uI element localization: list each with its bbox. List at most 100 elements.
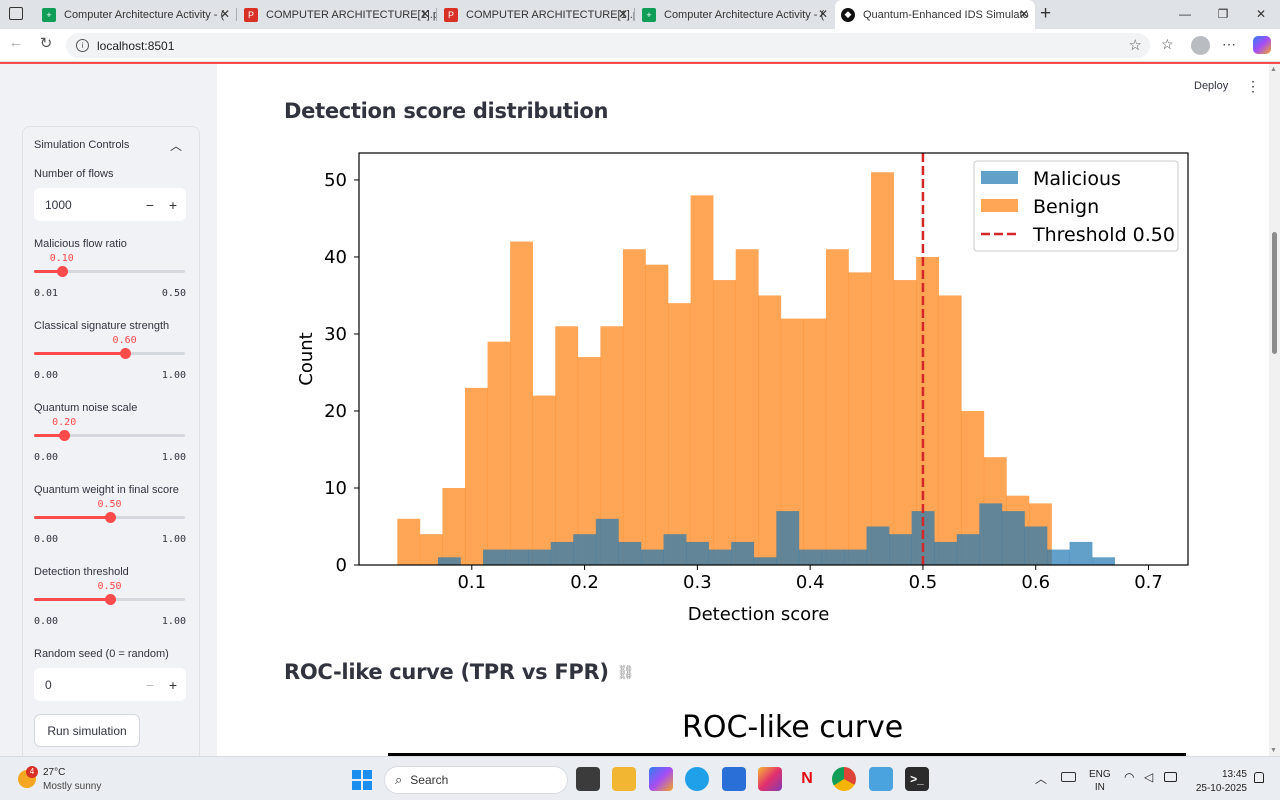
show-hidden-icons[interactable]: ︿ (1035, 772, 1048, 786)
close-window-icon[interactable]: ✕ (1255, 7, 1267, 21)
language-indicator[interactable]: ENG IN (1089, 768, 1111, 794)
tab-sheets-2[interactable]: + Computer Architecture Activity - ( ✕ (636, 0, 834, 29)
benign-bar (871, 172, 894, 566)
browser-tab-bar: + Computer Architecture Activity - ( ✕ P… (0, 0, 1280, 29)
tab-actions-icon[interactable] (9, 7, 23, 20)
favorites-icon[interactable]: ☆ (1161, 36, 1174, 52)
close-tab-icon[interactable]: ✕ (219, 7, 230, 21)
slider-thumb[interactable] (59, 430, 71, 441)
seed-input[interactable]: 0 − + (34, 668, 186, 701)
slider-thumb[interactable] (56, 266, 68, 277)
x-tick-label: 0.4 (796, 572, 825, 593)
run-simulation-button[interactable]: Run simulation (34, 714, 140, 747)
num-flows-input[interactable]: 1000 − + (34, 188, 186, 221)
controls-header-label: Simulation Controls (34, 139, 130, 151)
x-tick-label: 0.5 (909, 572, 938, 593)
page-scrollbar[interactable]: ▲ ▼ (1269, 64, 1280, 756)
y-tick-label: 30 (324, 324, 347, 345)
weather-badge: 4 (26, 766, 38, 778)
taskbar-search[interactable]: ⌕ Search (384, 766, 568, 794)
profile-avatar[interactable] (1191, 36, 1210, 55)
legend-swatch (981, 171, 1018, 184)
tab-pdf-2[interactable]: P COMPUTER ARCHITECTURE[1].pdf ✕ (438, 0, 634, 29)
streamlit-icon: ◆ (841, 7, 855, 22)
task-view-icon[interactable] (576, 767, 600, 791)
clock[interactable]: 13:45 25-10-2025 (1191, 768, 1247, 796)
minimize-icon[interactable]: — (1179, 7, 1191, 21)
tab-streamlit-active[interactable]: ◆ Quantum-Enhanced IDS Simulato ✕ (835, 0, 1035, 29)
keyboard-icon[interactable] (1061, 772, 1076, 782)
plot-frame (358, 152, 1189, 566)
url-field[interactable]: i localhost:8501 ☆ (66, 33, 1150, 58)
slider-thumb[interactable] (104, 594, 116, 605)
signature-strength-slider[interactable]: 0.60 (34, 333, 186, 363)
close-tab-icon[interactable]: ✕ (617, 7, 628, 21)
slider-thumb[interactable] (119, 348, 131, 359)
new-tab-icon[interactable]: + (1040, 3, 1052, 24)
benign-bar (668, 303, 691, 565)
close-tab-icon[interactable]: ✕ (419, 7, 430, 21)
favorite-star-icon[interactable]: ☆ (1128, 37, 1142, 54)
slider-value: 0.50 (97, 499, 122, 510)
chrome-icon[interactable] (832, 767, 856, 791)
decrement-button[interactable]: − (145, 676, 155, 693)
back-icon[interactable]: ← (8, 34, 24, 51)
legend-label: Threshold 0.50 (1032, 224, 1175, 246)
decrement-button[interactable]: − (145, 196, 155, 213)
file-explorer-icon[interactable] (612, 767, 636, 791)
anchor-link-icon[interactable]: ⛓ (616, 663, 635, 680)
netflix-icon[interactable]: N (801, 770, 813, 787)
malicious-ratio-slider[interactable]: 0.10 (34, 251, 186, 281)
slider-track[interactable] (34, 270, 185, 273)
site-info-icon[interactable]: i (76, 39, 89, 52)
slider-value: 0.20 (52, 417, 77, 428)
slider-fill (34, 434, 65, 437)
notification-bell-icon[interactable] (1254, 772, 1264, 783)
increment-button[interactable]: + (168, 196, 178, 213)
legend-swatch (981, 199, 1018, 212)
quantum-noise-slider[interactable]: 0.20 (34, 415, 186, 445)
histogram-section-title: Detection score distribution (284, 99, 609, 123)
region-code: IN (1094, 782, 1105, 793)
slider-thumb[interactable] (104, 512, 116, 523)
close-tab-icon[interactable]: ✕ (1018, 7, 1029, 21)
close-tab-icon[interactable]: ✕ (817, 7, 828, 21)
controls-header[interactable]: Simulation Controls ︿ (34, 139, 186, 153)
malicious-bar (528, 549, 552, 565)
signature-strength-range: 0.00 1.00 (34, 370, 186, 381)
benign-bar (645, 264, 669, 565)
wifi-icon[interactable]: ◠ (1124, 770, 1135, 784)
num-flows-value[interactable]: 1000 (45, 197, 72, 212)
y-tick-label: 50 (324, 170, 347, 191)
copilot-icon[interactable] (1253, 36, 1271, 54)
seed-value[interactable]: 0 (45, 677, 52, 692)
store-icon[interactable] (722, 767, 746, 791)
tab-sheets-1[interactable]: + Computer Architecture Activity - ( ✕ (36, 0, 236, 29)
benign-bar (713, 280, 737, 565)
deploy-button[interactable]: Deploy (1194, 80, 1229, 92)
notepad-icon[interactable] (869, 767, 893, 791)
benign-bar (465, 387, 488, 565)
y-axis-label: Count (296, 332, 317, 385)
sidebar (0, 64, 217, 766)
reload-icon[interactable]: ↻ (39, 35, 53, 52)
chevron-up-icon[interactable]: ︿ (169, 139, 182, 153)
more-menu-icon[interactable]: ⋯ (1222, 36, 1236, 52)
quantum-weight-slider[interactable]: 0.50 (34, 497, 186, 527)
terminal-icon[interactable]: >_ (905, 767, 929, 791)
copilot-taskbar-icon[interactable] (649, 767, 673, 791)
app-menu-icon[interactable]: ⋮ (1246, 78, 1260, 94)
slider-track[interactable] (34, 434, 185, 437)
weather-widget[interactable]: 4 27°C Mostly sunny (16, 766, 126, 794)
edge-icon[interactable] (685, 767, 709, 791)
scrollbar-thumb[interactable] (1272, 232, 1277, 354)
detection-threshold-range: 0.00 1.00 (34, 616, 186, 627)
volume-icon[interactable]: ◁ (1144, 770, 1154, 784)
tab-pdf-1[interactable]: P COMPUTER ARCHITECTURE[1].pdf ✕ (238, 0, 436, 29)
start-button[interactable] (352, 770, 372, 790)
increment-button[interactable]: + (168, 676, 178, 693)
battery-icon[interactable] (1164, 772, 1177, 782)
instagram-icon[interactable] (758, 767, 782, 791)
detection-threshold-slider[interactable]: 0.50 (34, 579, 186, 609)
maximize-icon[interactable]: ❐ (1217, 7, 1229, 21)
